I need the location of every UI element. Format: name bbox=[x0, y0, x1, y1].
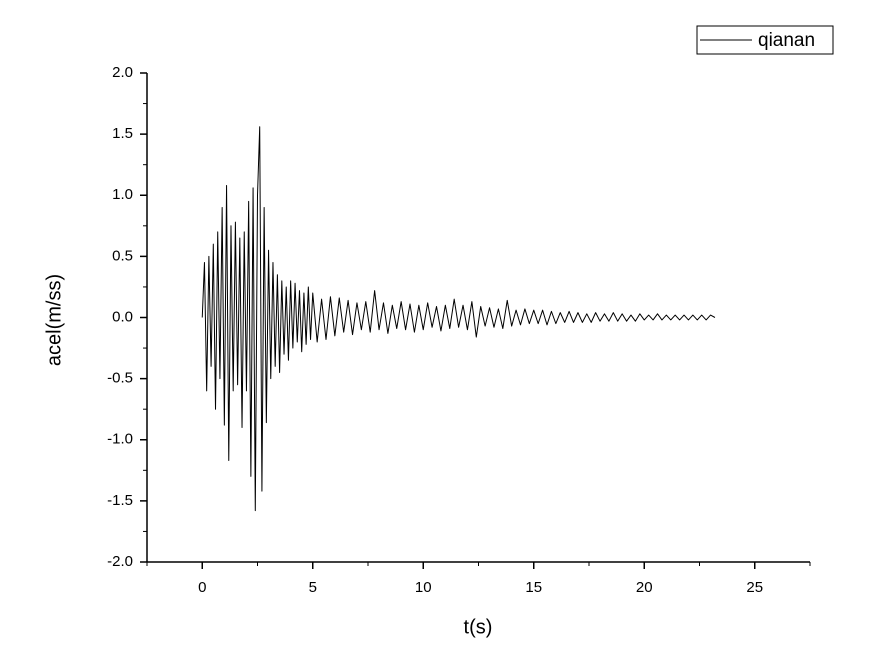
y-tick-label: 0.0 bbox=[112, 308, 133, 325]
x-tick-label: 15 bbox=[525, 579, 542, 596]
x-axis-title: t(s) bbox=[464, 616, 493, 638]
y-axis-title: acel(m/ss) bbox=[43, 274, 65, 366]
line-series bbox=[201, 126, 716, 512]
x-tick-label: 0 bbox=[198, 579, 206, 596]
x-tick-label: 5 bbox=[309, 579, 317, 596]
y-tick-label: 2.0 bbox=[112, 64, 133, 81]
y-tick-label: -1.5 bbox=[107, 492, 133, 509]
y-tick-label: 1.0 bbox=[112, 186, 133, 203]
y-tick-label: 1.5 bbox=[112, 125, 133, 142]
y-tick-label: -1.0 bbox=[107, 431, 133, 448]
y-tick-label: -0.5 bbox=[107, 370, 133, 387]
y-tick-label: -2.0 bbox=[107, 553, 133, 570]
legend-label: qianan bbox=[758, 30, 815, 51]
x-tick-label: 25 bbox=[746, 579, 763, 596]
y-tick-label: 0.5 bbox=[112, 247, 133, 264]
x-tick-label: 10 bbox=[415, 579, 432, 596]
x-tick-label: 20 bbox=[636, 579, 653, 596]
